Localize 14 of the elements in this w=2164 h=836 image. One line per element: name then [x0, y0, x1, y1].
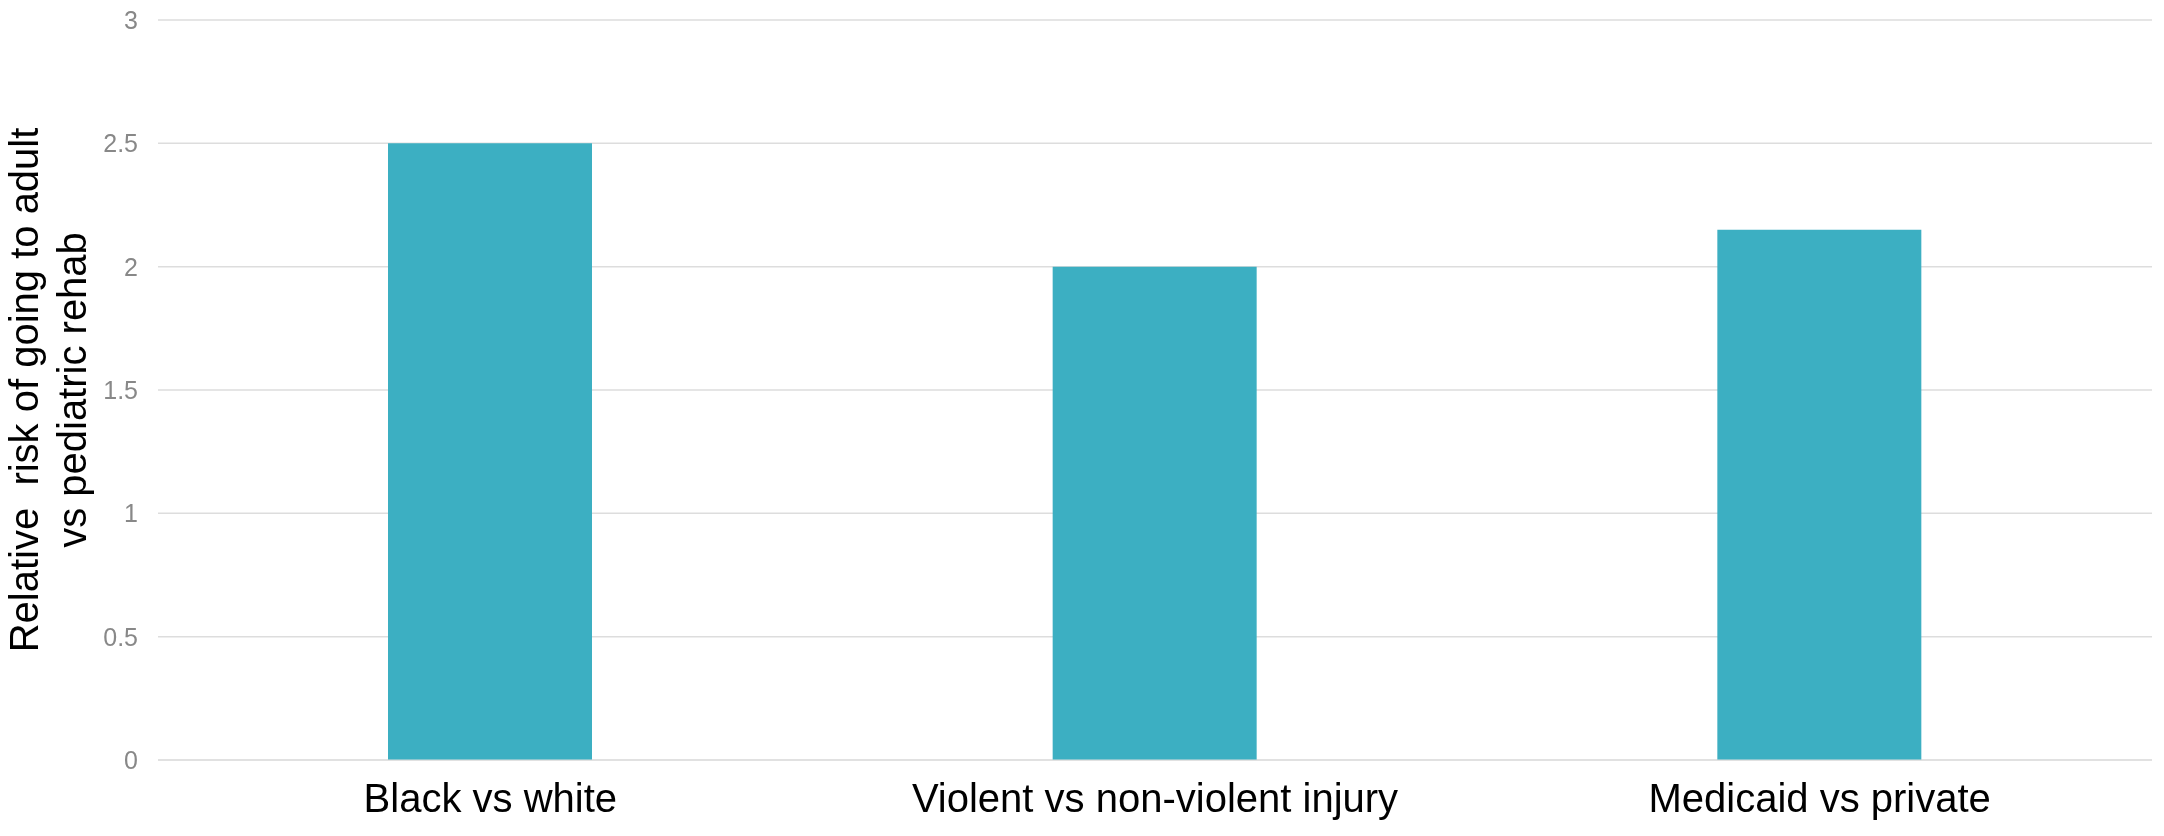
- bar: [1052, 266, 1257, 760]
- y-tick-label: 2: [124, 252, 138, 281]
- y-tick-label: 1.5: [103, 375, 138, 404]
- y-tick-label: 0: [124, 745, 138, 774]
- y-tick-label: 2.5: [103, 129, 138, 158]
- y-tick-label: 0.5: [103, 622, 138, 651]
- bar: [388, 143, 592, 760]
- x-tick-label: Medicaid vs private: [1648, 776, 1991, 821]
- y-tick-label: 1: [124, 499, 138, 528]
- y-axis-title: Relative risk of going to adult vs pediatric rehab: [2, 127, 94, 653]
- bar: [1717, 229, 1922, 760]
- x-tick-label: Black vs white: [363, 776, 618, 821]
- x-tick-label: Violent vs non-violent injury: [911, 776, 1399, 821]
- y-tick-label: 3: [124, 5, 138, 34]
